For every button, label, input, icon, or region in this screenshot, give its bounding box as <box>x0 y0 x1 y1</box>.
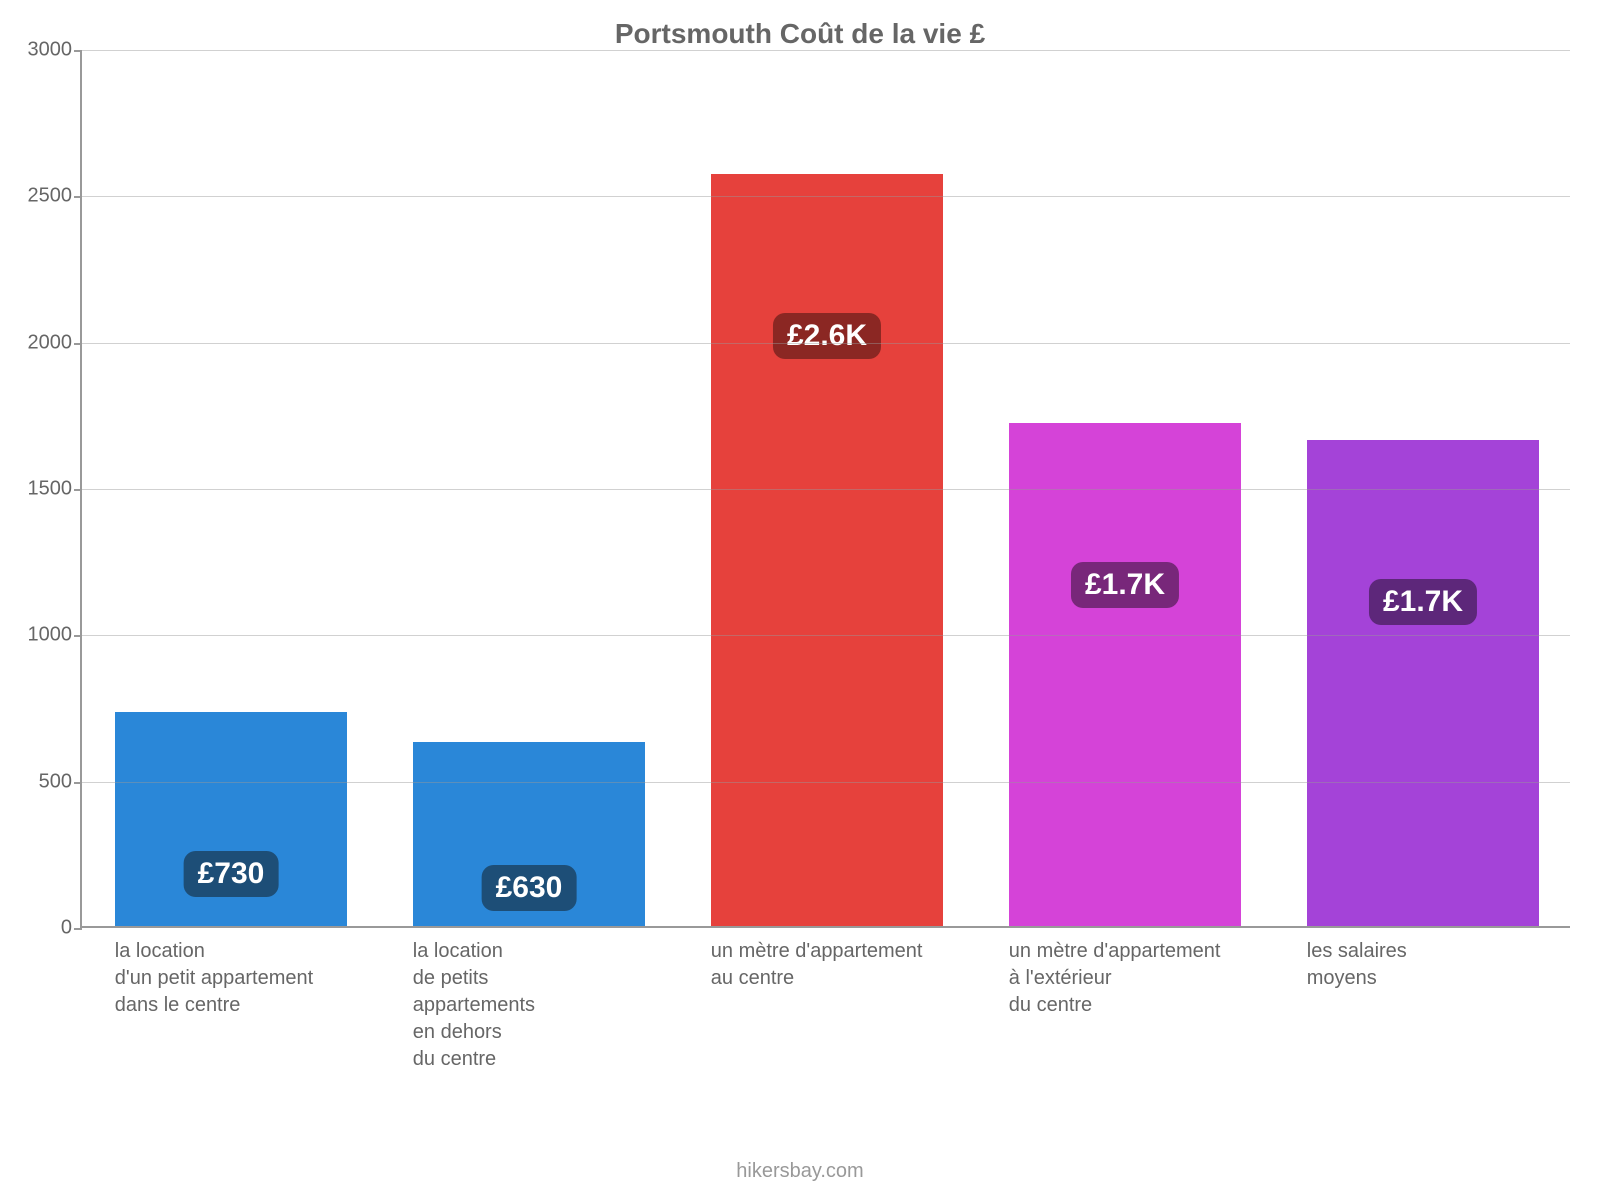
chart-footer: hikersbay.com <box>0 1160 1600 1183</box>
x-tick-label: les salairesmoyens <box>1307 926 1539 992</box>
bar-value-label: £2.6K <box>773 313 881 359</box>
chart-bar <box>711 174 943 926</box>
chart-bar <box>1307 440 1539 926</box>
y-tick-mark <box>74 489 82 491</box>
x-tick-label: un mètre d'appartementau centre <box>711 926 943 992</box>
grid-line <box>82 489 1570 490</box>
bar-value-label: £630 <box>482 865 577 911</box>
y-tick-mark <box>74 635 82 637</box>
bar-value-label: £1.7K <box>1071 562 1179 608</box>
bars-layer: £730 £630 £2.6K £1.7K £1.7K <box>82 50 1570 926</box>
x-tick-label: la locationde petitsappartementsen dehor… <box>413 926 645 1073</box>
chart-title: Portsmouth Coût de la vie £ <box>0 18 1600 50</box>
y-tick-mark <box>74 343 82 345</box>
x-tick-label: un mètre d'appartementà l'extérieurdu ce… <box>1009 926 1241 1019</box>
grid-line <box>82 50 1570 51</box>
chart-container: Portsmouth Coût de la vie £ £730 £630 £2.6… <box>0 0 1600 1200</box>
grid-line <box>82 782 1570 783</box>
y-tick-mark <box>74 782 82 784</box>
chart-bar <box>1009 423 1241 926</box>
plot-area: £730£630£2.6K£1.7K£1.7K 0500100015002000… <box>80 50 1570 928</box>
y-tick-mark <box>74 928 82 930</box>
bar-value-label: £730 <box>184 851 279 897</box>
y-tick-mark <box>74 50 82 52</box>
grid-line <box>82 196 1570 197</box>
y-tick-mark <box>74 196 82 198</box>
grid-line <box>82 635 1570 636</box>
bar-value-label: £1.7K <box>1369 579 1477 625</box>
x-tick-label: la locationd'un petit appartementdans le… <box>115 926 347 1019</box>
grid-line <box>82 343 1570 344</box>
